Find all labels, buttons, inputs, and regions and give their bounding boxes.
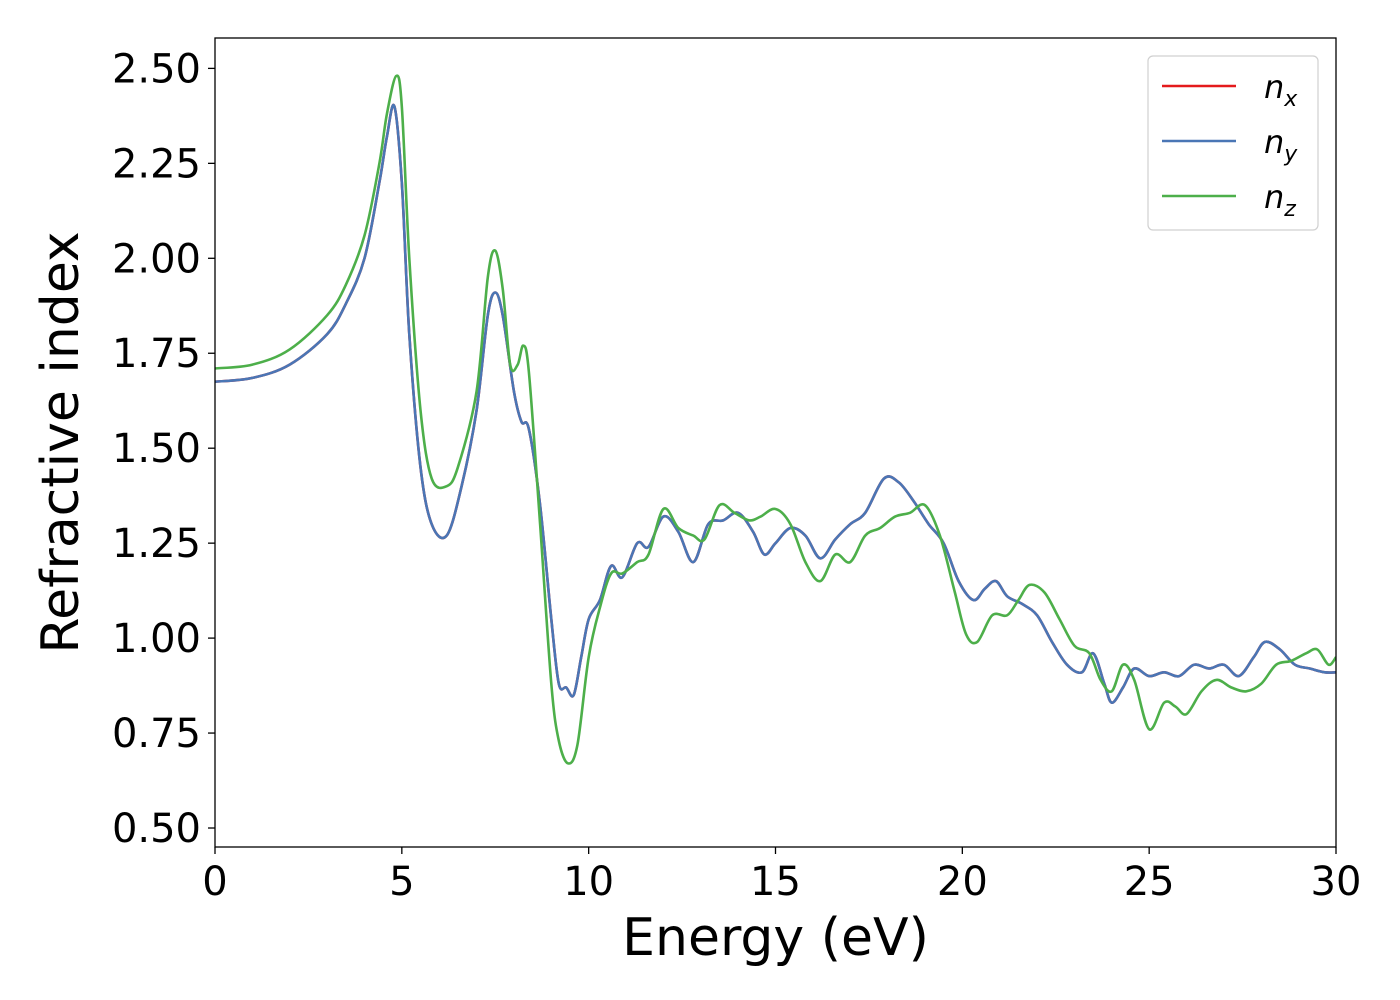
x-tick-label: 15 [750,859,801,905]
x-tick-label: 0 [202,859,227,905]
y-tick-label: 0.50 [112,806,201,852]
x-tick-label: 20 [937,859,988,905]
y-tick-label: 0.75 [112,711,201,757]
series-layer [215,74,1336,765]
legend-entry: ny [1264,123,1298,167]
series-line-n-y [215,103,1336,704]
y-axis-ticks: 0.50 0.75 1.00 1.25 1.50 1.75 2.00 2.25 2.50 [112,46,215,852]
y-axis-label: Refractive index [31,231,91,653]
legend-entry: nz [1264,178,1296,222]
x-axis-ticks: 0 5 10 15 20 25 30 [202,847,1361,905]
y-tick-label: 1.50 [112,426,201,472]
y-tick-label: 2.50 [112,46,201,92]
x-tick-label: 25 [1124,859,1175,905]
y-tick-label: 1.75 [112,331,201,377]
x-tick-label: 10 [563,859,614,905]
series-line-n-z [215,74,1336,765]
legend-box [1147,55,1319,231]
x-axis-label: Energy (eV) [622,908,929,968]
legend: nx ny nz [1147,55,1319,231]
y-tick-label: 2.25 [112,141,201,187]
x-tick-label: 5 [389,859,414,905]
x-tick-label: 30 [1311,859,1362,905]
y-tick-label: 2.00 [112,236,201,282]
y-tick-label: 1.00 [112,616,201,662]
legend-entry: nx [1264,68,1298,112]
y-tick-label: 1.25 [112,521,201,567]
